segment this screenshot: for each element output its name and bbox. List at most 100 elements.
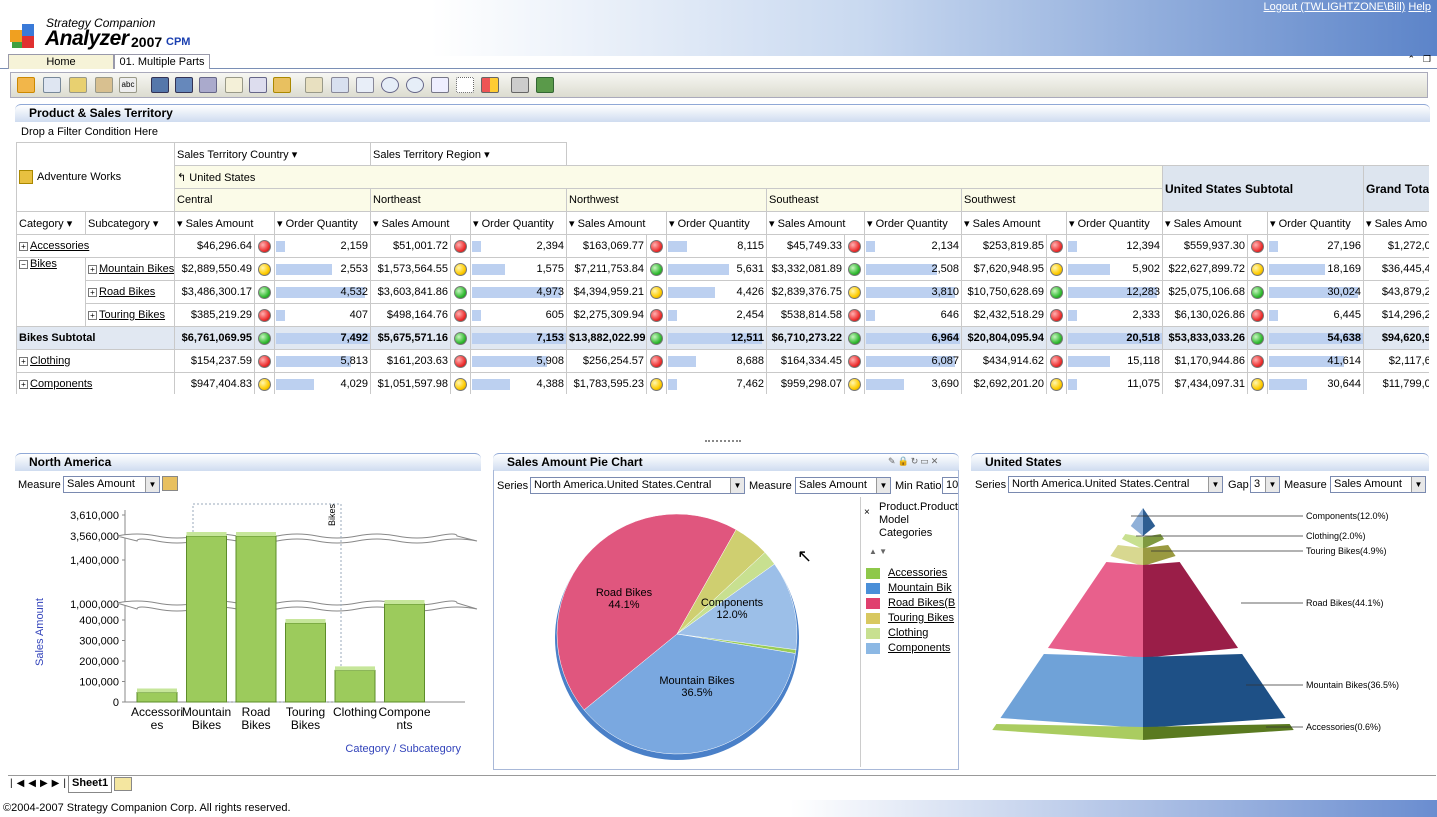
wizard-icon[interactable]	[69, 77, 87, 93]
measure-header-sales[interactable]: ▾ Sales Amount	[766, 211, 866, 235]
pie-panel-frame	[493, 470, 959, 770]
logout-link[interactable]: Logout (TWLIGHTZONE\Bill)	[1263, 1, 1406, 13]
col-dim-region[interactable]: Sales Territory Region ▾	[370, 142, 568, 166]
filter-drop-zone[interactable]: Drop a Filter Condition Here	[21, 126, 158, 138]
grid-view-icon[interactable]	[43, 77, 61, 93]
sheet-nav-icon[interactable]: |◀◀▶▶|	[10, 778, 70, 789]
pyr-series-select[interactable]: North America.United States.Central ▼	[1008, 476, 1223, 493]
measure-header-sales[interactable]: ▾ Sales Amount	[566, 211, 668, 235]
pie-measure-select[interactable]: Sales Amount ▼	[795, 477, 891, 494]
measure-header-qty[interactable]: ▾ Order Quantity	[1267, 211, 1365, 235]
region-header[interactable]: Southwest	[961, 188, 1164, 212]
chart-settings-icon[interactable]	[162, 476, 178, 491]
region-header[interactable]: Central	[174, 188, 372, 212]
y-tick-label: 3,610,000	[70, 510, 119, 522]
kpi-status-icon	[1247, 303, 1269, 327]
pie-series-select[interactable]: North America.United States.Central ▼	[530, 477, 745, 494]
pyr-measure-select[interactable]: Sales Amount ▼	[1330, 476, 1426, 493]
sales-amount-cell: $164,334.45	[766, 349, 846, 373]
region-header[interactable]: Northwest	[566, 188, 768, 212]
sales-amount-cell: $22,627,899.72	[1162, 257, 1249, 281]
kpi-status-icon	[1046, 257, 1068, 281]
legend-item[interactable]: Accessories	[866, 567, 956, 579]
bar-measure-select[interactable]: Sales Amount ▼	[63, 476, 160, 493]
legend-item[interactable]: Clothing	[866, 627, 956, 639]
col-dim-country[interactable]: Sales Territory Country ▾	[174, 142, 372, 166]
save-as-icon[interactable]	[175, 77, 193, 93]
order-qty-cell: 7,492	[274, 326, 372, 350]
layout-icon[interactable]	[331, 77, 349, 93]
tab-home[interactable]: Home	[8, 54, 114, 69]
measure-header-sales[interactable]: ▾ Sales Amount	[174, 211, 276, 235]
pyramid-layer	[1121, 534, 1143, 549]
legend-scroll-icon[interactable]: ▲ ▼	[869, 547, 888, 556]
refresh-icon[interactable]	[199, 77, 217, 93]
category-cell[interactable]: − Bikes	[16, 257, 86, 327]
measure-header-qty[interactable]: ▾ Order Quantity	[1066, 211, 1164, 235]
zoom-in-icon[interactable]	[381, 77, 399, 93]
x-tick-label: es	[151, 718, 164, 732]
pyramid-layer	[1110, 545, 1143, 566]
document-icon[interactable]	[225, 77, 243, 93]
pyramid-layer	[1143, 724, 1294, 740]
legend-item[interactable]: Components	[866, 642, 956, 654]
help-link[interactable]: Help	[1408, 1, 1431, 13]
print-icon[interactable]	[511, 77, 529, 93]
measure-header-qty[interactable]: ▾ Order Quantity	[666, 211, 768, 235]
legend-item[interactable]: Touring Bikes	[866, 612, 956, 624]
copy-icon[interactable]	[249, 77, 267, 93]
pie-label-pct: 44.1%	[608, 599, 639, 611]
add-sheet-icon[interactable]	[114, 777, 132, 791]
sales-amount-cell: $2,432,518.29	[961, 303, 1048, 327]
min-ratio-input[interactable]: 10	[942, 477, 959, 494]
sales-amount-cell: $385,219.29	[174, 303, 256, 327]
pyramid-layer	[1047, 562, 1143, 658]
sales-amount-cell: $53,833,033.26	[1162, 326, 1249, 350]
category-cell[interactable]: + Clothing	[16, 349, 176, 373]
chart-types-icon[interactable]	[481, 77, 499, 93]
legend-item[interactable]: Mountain Bik	[866, 582, 956, 594]
zoom-out-icon[interactable]	[406, 77, 424, 93]
tools-icon[interactable]	[95, 77, 113, 93]
sheet-tab[interactable]: Sheet1	[68, 776, 113, 793]
spellcheck-icon[interactable]: abc	[119, 77, 137, 93]
restore-icon[interactable]: ❐	[1422, 54, 1431, 64]
region-header[interactable]: Southeast	[766, 188, 963, 212]
pyramid-layer	[1143, 654, 1286, 728]
save-icon[interactable]	[151, 77, 169, 93]
legend-item[interactable]: Road Bikes(B	[866, 597, 956, 609]
measure-header-qty[interactable]: ▾ Order Quantity	[864, 211, 963, 235]
row-dim-subcategory[interactable]: Subcategory ▾	[84, 211, 176, 235]
measure-header-sales[interactable]: ▾ Sales Amount	[961, 211, 1068, 235]
measure-header-sales[interactable]: ▾ Sales Amount	[1162, 211, 1269, 235]
grand-total-cell: $14,296,291.	[1363, 303, 1429, 327]
subcategory-cell[interactable]: + Touring Bikes	[84, 303, 176, 327]
country-header[interactable]: ↰ United States	[174, 165, 1164, 189]
subcategory-cell[interactable]: + Road Bikes	[84, 280, 176, 304]
panel-controls-icon[interactable]: ✎🔒↻▭✕	[888, 456, 941, 466]
subcategory-cell[interactable]: + Mountain Bikes	[84, 257, 176, 281]
region-header[interactable]: Northeast	[370, 188, 568, 212]
gap-select[interactable]: 3 ▼	[1250, 476, 1280, 493]
tab-multiple-parts[interactable]: 01. Multiple Parts	[114, 54, 210, 69]
measure-header-qty[interactable]: ▾ Order Quantity	[470, 211, 568, 235]
measure-header-sales[interactable]: ▾ Sales Amount	[370, 211, 472, 235]
splitter-handle[interactable]	[705, 440, 741, 445]
category-cell[interactable]: + Accessories	[16, 234, 176, 258]
measure-header-sales[interactable]: ▾ Sales Amo	[1363, 211, 1429, 235]
export-icon[interactable]	[356, 77, 374, 93]
excel-export-icon[interactable]	[536, 77, 554, 93]
collapse-icon[interactable]: ⌃	[1407, 54, 1415, 64]
list-icon[interactable]	[431, 77, 449, 93]
drill-icon[interactable]	[305, 77, 323, 93]
open-folder-icon[interactable]	[273, 77, 291, 93]
measure-header-qty[interactable]: ▾ Order Quantity	[274, 211, 372, 235]
select-icon[interactable]	[456, 77, 474, 93]
pivot-row: + Components $947,404.83 4,029 $1,051,597.98…	[16, 372, 1429, 394]
pie-label: Road Bikes	[596, 587, 653, 599]
row-dim-category[interactable]: Category ▾	[16, 211, 86, 235]
legend-close-icon[interactable]: ×	[864, 507, 870, 518]
home-icon[interactable]	[17, 77, 35, 93]
expand-icon: +	[19, 356, 28, 366]
category-cell[interactable]: + Components	[16, 372, 176, 394]
